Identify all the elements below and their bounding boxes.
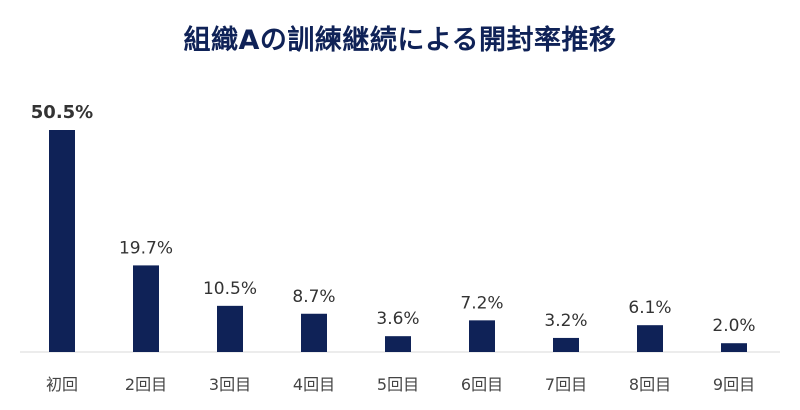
bar-3 bbox=[217, 305, 243, 352]
category-label-9: 9回目 bbox=[713, 375, 755, 394]
bar-2 bbox=[133, 265, 159, 352]
bar-4 bbox=[301, 313, 327, 352]
category-label-4: 4回目 bbox=[293, 375, 335, 394]
value-label-8: 6.1% bbox=[628, 298, 671, 318]
category-label-5: 5回目 bbox=[377, 375, 419, 394]
category-label-2: 2回目 bbox=[125, 375, 167, 394]
value-label-3: 10.5% bbox=[203, 279, 257, 299]
value-label-9: 2.0% bbox=[712, 316, 755, 336]
category-label-7: 7回目 bbox=[545, 375, 587, 394]
category-label-1: 初回 bbox=[46, 375, 78, 394]
category-label-6: 6回目 bbox=[461, 375, 503, 394]
bar-7 bbox=[553, 337, 579, 352]
bar-5 bbox=[385, 336, 411, 352]
bar-1 bbox=[49, 130, 75, 352]
bar-9 bbox=[721, 343, 747, 352]
value-label-7: 3.2% bbox=[544, 311, 587, 331]
value-label-4: 8.7% bbox=[292, 287, 335, 307]
bar-6 bbox=[469, 320, 495, 352]
category-label-8: 8回目 bbox=[629, 375, 671, 394]
bar-8 bbox=[637, 325, 663, 352]
value-label-6: 7.2% bbox=[460, 293, 503, 313]
chart-title: 組織Aの訓練継続による開封率推移 bbox=[183, 25, 617, 56]
value-label-2: 19.7% bbox=[119, 238, 173, 258]
value-label-5: 3.6% bbox=[376, 309, 419, 329]
category-label-3: 3回目 bbox=[209, 375, 251, 394]
value-label-1: 50.5% bbox=[31, 102, 93, 123]
